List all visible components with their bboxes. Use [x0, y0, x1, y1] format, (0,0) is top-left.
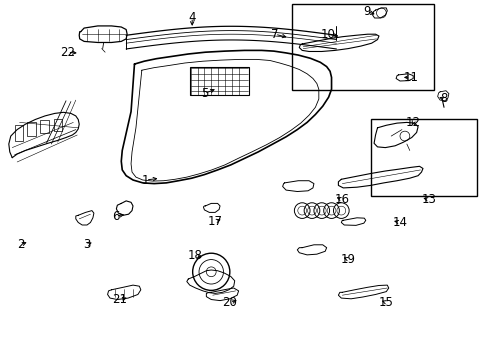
Text: 7: 7 [270, 28, 278, 41]
Bar [370, 119, 476, 196]
Bar [54, 119, 61, 131]
Text: 20: 20 [222, 296, 237, 309]
Text: 4: 4 [188, 11, 196, 24]
Text: 8: 8 [439, 93, 447, 105]
Text: 14: 14 [392, 216, 407, 229]
Text: 3: 3 [83, 238, 91, 251]
Text: 13: 13 [421, 193, 436, 206]
Bar [292, 4, 433, 90]
Text: 10: 10 [320, 28, 334, 41]
Text: 6: 6 [112, 210, 120, 222]
Bar [189, 67, 249, 95]
Text: 21: 21 [112, 293, 127, 306]
Text: 2: 2 [17, 238, 24, 251]
Text: 19: 19 [340, 253, 355, 266]
Text: 11: 11 [403, 71, 417, 84]
Bar [27, 122, 36, 136]
Text: 17: 17 [207, 215, 222, 228]
Text: 12: 12 [405, 116, 420, 129]
Text: 1: 1 [142, 174, 149, 186]
Text: 5: 5 [200, 87, 208, 100]
Text: 9: 9 [362, 5, 370, 18]
Text: 18: 18 [188, 249, 203, 262]
Bar [15, 125, 23, 141]
Text: 16: 16 [334, 193, 349, 206]
Bar [40, 120, 49, 133]
Text: 15: 15 [378, 296, 393, 309]
Text: 22: 22 [60, 46, 75, 59]
